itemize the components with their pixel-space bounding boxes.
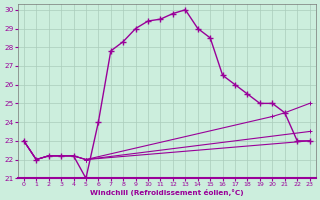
X-axis label: Windchill (Refroidissement éolien,°C): Windchill (Refroidissement éolien,°C) — [90, 189, 244, 196]
